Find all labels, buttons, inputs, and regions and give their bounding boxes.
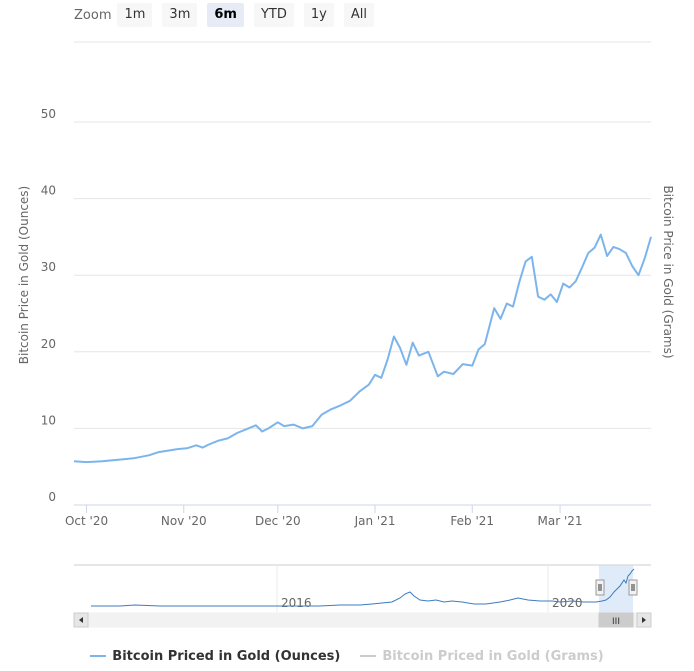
- zoom-1m-button[interactable]: 1m: [117, 3, 153, 27]
- y-tick-label: 50: [41, 107, 56, 121]
- y-axis-title-right: Bitcoin Price in Gold (Grams): [661, 185, 675, 358]
- series-layer: [73, 233, 652, 464]
- x-tick-label: Mar '21: [538, 514, 583, 528]
- navigator-handle-left[interactable]: [595, 579, 605, 596]
- legend-label-ounces: Bitcoin Priced in Gold (Ounces): [112, 648, 341, 664]
- navigator-selection-mask[interactable]: [599, 565, 633, 613]
- y-tick-label: 40: [41, 184, 56, 198]
- scrollbar[interactable]: III: [73, 612, 652, 628]
- navigator-label-2016: 2016: [281, 596, 312, 610]
- legend-item-ounces[interactable]: Bitcoin Priced in Gold (Ounces): [90, 649, 340, 664]
- scroll-left-arrow-icon: [79, 617, 83, 623]
- scrollbar-thumb[interactable]: [598, 612, 634, 628]
- series-line-ounces[interactable]: [73, 233, 652, 464]
- legend-swatch-ounces: [90, 655, 107, 657]
- y-tick-label: 10: [41, 413, 56, 427]
- x-tick-label: Nov '20: [161, 514, 207, 528]
- x-tick-label: Jan '21: [354, 514, 396, 528]
- y-tick-label: 30: [41, 260, 56, 274]
- y-axis-labels: 0 10 20 30 40 50: [41, 107, 56, 504]
- legend-swatch-grams: [360, 655, 377, 657]
- scrollbar-thumb-grip: III: [612, 617, 620, 627]
- legend-label-grams: Bitcoin Priced in Gold (Grams): [382, 648, 604, 664]
- grid-lines: [74, 41, 651, 429]
- navigator-label-2020: 2020: [552, 596, 583, 610]
- scrollbar-track[interactable]: [73, 612, 652, 628]
- x-axis-labels: Oct '20 Nov '20 Dec '20 Jan '21 Feb '21 Mar '…: [65, 514, 583, 528]
- range-selector: Zoom 1m 3m 6m YTD 1y All: [74, 3, 384, 27]
- zoom-3m-button[interactable]: 3m: [162, 3, 198, 27]
- scroll-right-arrow-icon: [642, 617, 646, 623]
- x-tick-label: Feb '21: [450, 514, 494, 528]
- y-tick-label: 0: [48, 490, 56, 504]
- zoom-1y-button[interactable]: 1y: [303, 3, 334, 27]
- zoom-label: Zoom: [74, 7, 112, 23]
- x-tick-label: Dec '20: [255, 514, 301, 528]
- x-tick-label: Oct '20: [65, 514, 108, 528]
- y-tick-label: 20: [41, 337, 56, 351]
- zoom-all-button[interactable]: All: [343, 3, 374, 27]
- y-axis-title-left: Bitcoin Price in Gold (Ounces): [17, 186, 31, 364]
- navigator-handle-right[interactable]: [628, 579, 638, 596]
- navigator-series-line: [91, 568, 635, 607]
- legend-item-grams[interactable]: Bitcoin Priced in Gold (Grams): [360, 648, 604, 664]
- zoom-6m-button[interactable]: 6m: [207, 3, 244, 27]
- navigator[interactable]: 2016 2020: [74, 564, 651, 613]
- legend: Bitcoin Priced in Gold (Ounces) Bitcoin …: [0, 646, 694, 666]
- zoom-ytd-button[interactable]: YTD: [253, 3, 294, 27]
- x-axis: [74, 504, 651, 513]
